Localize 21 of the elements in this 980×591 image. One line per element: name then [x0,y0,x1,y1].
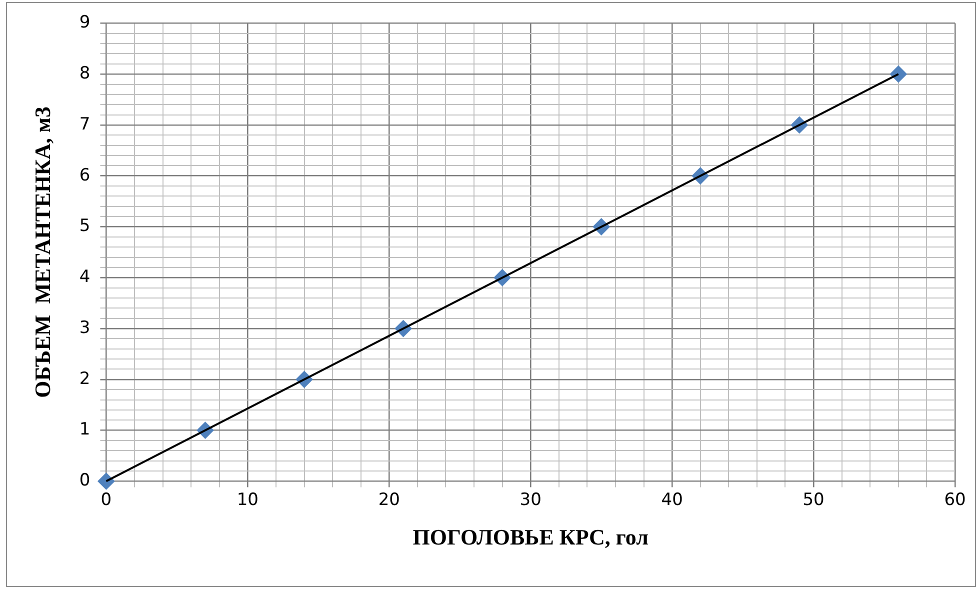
x-tick-label: 30 [520,490,542,510]
y-tick-label: 5 [79,216,90,236]
x-tick-label: 10 [236,490,258,510]
x-tick-label: 0 [100,490,112,510]
y-tick-label: 6 [79,165,90,186]
y-tick-label: 3 [79,318,90,338]
y-tick-label: 7 [79,114,90,134]
y-tick-label: 4 [79,267,90,288]
x-tick-label: 20 [378,490,400,510]
y-tick-label: 8 [79,64,90,84]
y-tick-label: 2 [79,368,90,389]
x-tick-label: 50 [802,490,824,510]
x-tick-label: 60 [944,490,966,510]
point [890,66,907,83]
x-tick-label: 40 [661,490,683,510]
y-tick-label: 0 [79,470,90,491]
point [98,472,115,490]
x-axis-title: ПОГОЛОВЬЕ КРС, гол [412,524,648,550]
y-axis-title: ОБЪЕМ МЕТАНТЕНКА, м3 [30,106,55,398]
y-tick-label: 9 [79,12,90,33]
y-tick-label: 1 [79,420,90,440]
